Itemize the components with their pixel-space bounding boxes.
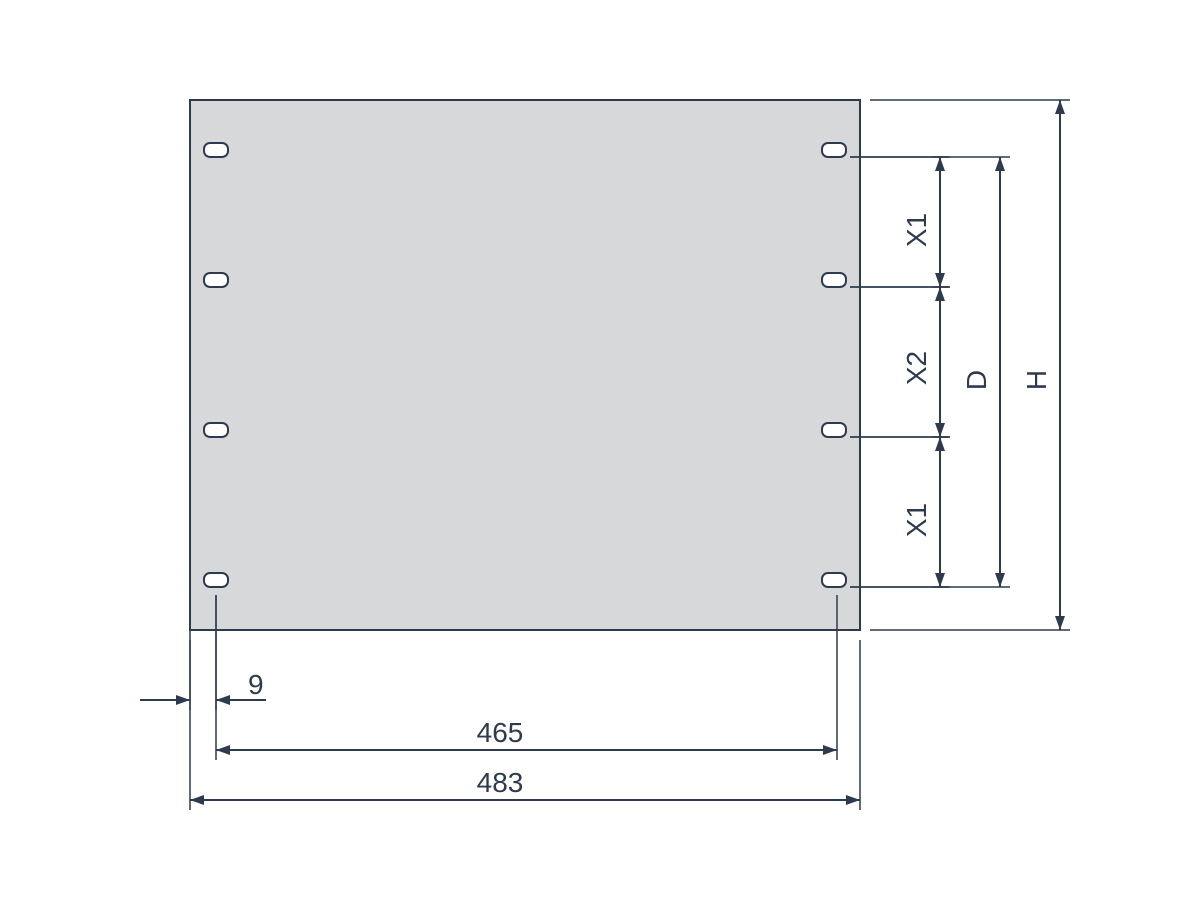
panel-outline (190, 100, 860, 630)
dim-label-X2-X2: X2 (901, 351, 932, 385)
dim-label-465: 465 (477, 717, 524, 748)
technical-drawing: 465 483 9 H D X1 X2 X1 (0, 0, 1200, 900)
mounting-slot (204, 273, 228, 287)
mounting-slot (204, 143, 228, 157)
dim-label-H-H: H (1021, 370, 1052, 390)
mounting-slot (822, 273, 846, 287)
mounting-slot (822, 423, 846, 437)
mounting-slot (822, 573, 846, 587)
mounting-slot (204, 423, 228, 437)
dim-label-X1-X1_top: X1 (901, 213, 932, 247)
dim-label-D-D: D (961, 370, 992, 390)
dim-label-X1-X1_bot: X1 (901, 503, 932, 537)
dim-label-483: 483 (477, 767, 524, 798)
dim-label-9: 9 (248, 669, 264, 700)
mounting-slot (204, 573, 228, 587)
mounting-slot (822, 143, 846, 157)
